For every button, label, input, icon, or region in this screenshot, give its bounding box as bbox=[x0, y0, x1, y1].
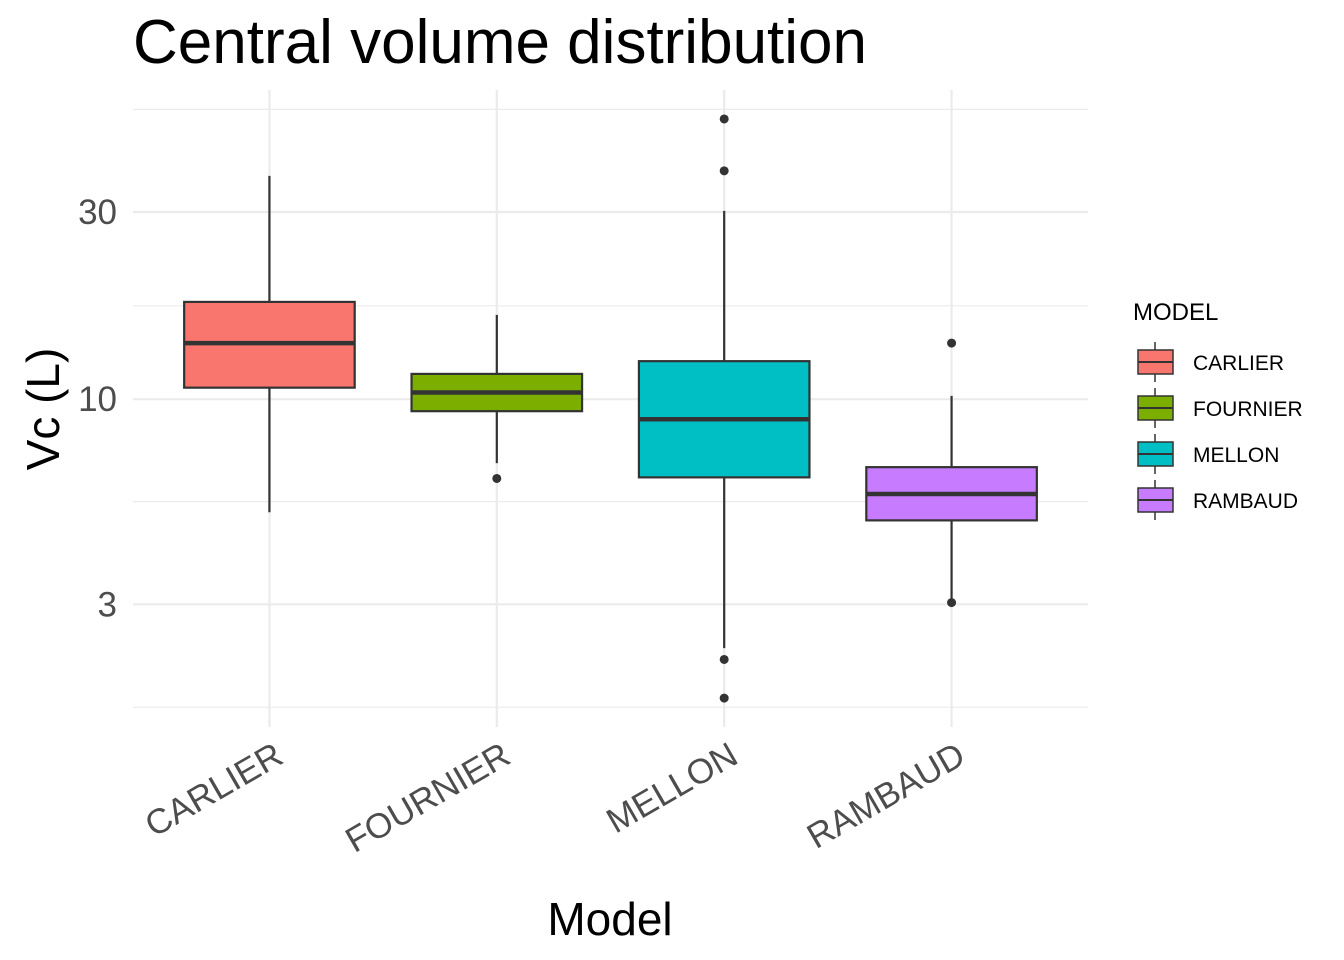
legend-item-fournier: FOURNIER bbox=[1137, 388, 1303, 428]
y-tick-label: 30 bbox=[78, 193, 117, 232]
outlier-point bbox=[492, 473, 502, 483]
y-tick-label: 3 bbox=[98, 585, 117, 624]
outlier-point bbox=[719, 166, 729, 176]
outlier-point bbox=[719, 114, 729, 124]
legend-item-mellon: MELLON bbox=[1137, 434, 1279, 474]
legend: MODEL CARLIER FOURNIER MELLON RAMBAUD bbox=[1133, 299, 1303, 520]
legend-label: MELLON bbox=[1193, 444, 1279, 467]
outlier-point bbox=[719, 654, 729, 664]
box-fournier bbox=[410, 314, 584, 483]
outlier-point bbox=[947, 598, 957, 608]
x-axis-title: Model bbox=[547, 893, 672, 945]
y-axis-title: Vc (L) bbox=[17, 348, 69, 471]
box-mellon bbox=[637, 114, 811, 703]
y-axis-ticks: 3 10 30 bbox=[78, 193, 117, 624]
legend-label: RAMBAUD bbox=[1193, 490, 1298, 513]
boxes bbox=[183, 114, 1038, 703]
legend-item-rambaud: RAMBAUD bbox=[1137, 480, 1298, 520]
box-carlier bbox=[183, 175, 356, 513]
box-rambaud bbox=[865, 338, 1038, 608]
outlier-point bbox=[719, 693, 729, 703]
legend-item-carlier: CARLIER bbox=[1137, 342, 1284, 382]
outlier-point bbox=[947, 338, 957, 348]
legend-label: FOURNIER bbox=[1193, 398, 1303, 421]
chart-title: Central volume distribution bbox=[133, 8, 867, 77]
legend-label: CARLIER bbox=[1193, 352, 1284, 375]
legend-title: MODEL bbox=[1133, 299, 1218, 326]
y-tick-label: 10 bbox=[78, 380, 117, 419]
